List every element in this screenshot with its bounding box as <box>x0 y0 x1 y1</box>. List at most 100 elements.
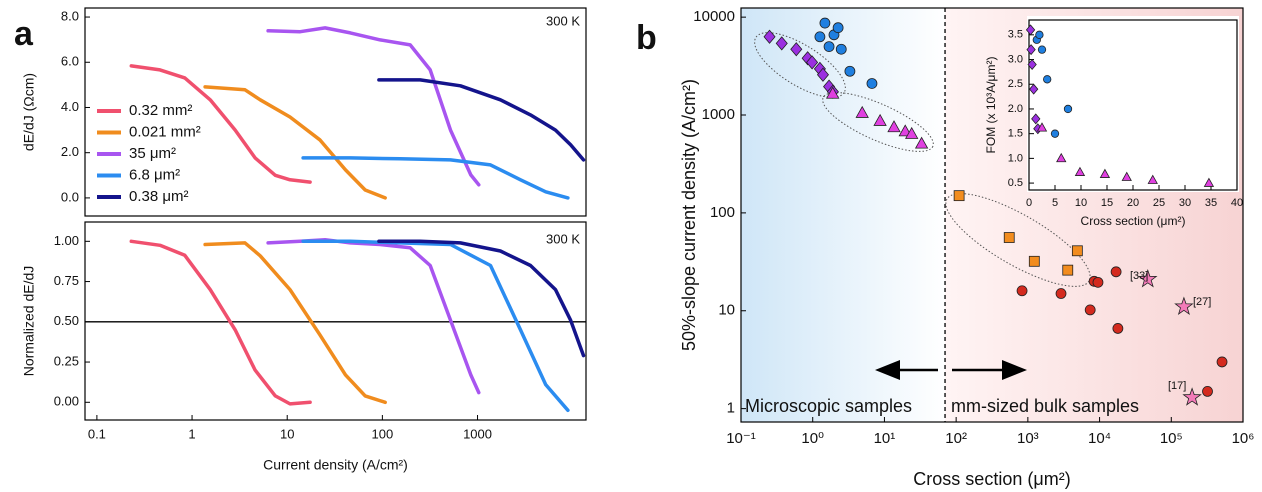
x-tick-label: 40 <box>1231 197 1243 209</box>
line-series <box>266 237 481 395</box>
y-tick-label: 1000 <box>702 106 735 123</box>
point <box>1182 387 1202 406</box>
x-tick-label: 10⁵ <box>1160 430 1183 447</box>
plot-frame <box>84 221 587 421</box>
y-tick-label: 1.5 <box>1008 128 1023 140</box>
point <box>1203 177 1215 187</box>
point <box>1084 304 1096 316</box>
point <box>1016 285 1028 297</box>
point <box>1029 83 1039 95</box>
plot-frame <box>740 7 1244 423</box>
line-series <box>129 64 312 184</box>
point <box>1138 268 1158 288</box>
y-tick-label: 10000 <box>693 8 735 25</box>
y-tick-label: 0.5 <box>1008 177 1023 189</box>
point <box>1071 245 1083 257</box>
line-series <box>377 239 586 358</box>
y-tick-label: 1 <box>727 400 735 417</box>
y-tick-label: 2.0 <box>61 144 79 159</box>
point <box>1110 266 1122 278</box>
x-tick-label: 30 <box>1179 197 1191 209</box>
legend-label: 6.8 μm² <box>129 166 180 183</box>
region-microscopic <box>741 8 946 422</box>
point <box>855 105 869 118</box>
annotation: 300 K <box>546 231 580 246</box>
point <box>873 113 887 126</box>
y-tick-label: 3.0 <box>1008 53 1023 65</box>
y-tick-label: 0.50 <box>54 313 79 328</box>
point <box>775 36 788 51</box>
point <box>953 190 965 202</box>
y-tick-label: 0.25 <box>54 353 79 368</box>
point <box>763 29 776 44</box>
annotation: Microscopic samples <box>745 396 912 416</box>
y-tick-label: 8.0 <box>61 8 79 23</box>
point <box>1092 276 1104 288</box>
point <box>806 55 819 70</box>
point <box>1063 104 1073 114</box>
point <box>1216 356 1228 368</box>
point <box>801 51 814 66</box>
annotation: [33] <box>1130 270 1148 282</box>
point <box>844 65 856 77</box>
point <box>1027 58 1037 70</box>
point <box>1037 45 1047 54</box>
x-tick-label: 10⁻¹ <box>726 430 756 447</box>
point <box>1026 44 1036 56</box>
point <box>1121 171 1132 181</box>
point <box>1112 323 1124 334</box>
point <box>823 41 835 53</box>
y-tick-label: 100 <box>710 204 735 221</box>
point <box>1003 232 1015 243</box>
line-series <box>129 239 312 406</box>
x-tick-label: 35 <box>1205 197 1217 209</box>
point <box>1025 24 1036 36</box>
point <box>1099 168 1111 178</box>
y-tick-label: 1.0 <box>1008 152 1023 164</box>
y-tick-label: 3.5 <box>1008 29 1023 41</box>
y-tick-label: 0.00 <box>54 394 79 409</box>
legend-label: 0.32 mm² <box>129 102 192 119</box>
x-tick-label: 10⁴ <box>1088 430 1111 447</box>
x-tick-label: 0 <box>1026 197 1032 209</box>
y-tick-label: 2.5 <box>1008 78 1023 90</box>
point <box>1050 129 1060 138</box>
point <box>887 120 901 133</box>
point <box>819 17 831 29</box>
point <box>866 78 878 89</box>
x-tick-label: 5 <box>1052 197 1058 209</box>
legend-label: 0.38 μm² <box>129 188 189 205</box>
x-tick-label: 25 <box>1153 197 1165 209</box>
point <box>1202 385 1213 397</box>
y-tick-label: 0.75 <box>54 273 79 288</box>
point <box>1028 255 1040 267</box>
point <box>1036 122 1048 132</box>
annotation: [27] <box>1193 296 1211 308</box>
x-tick-label: 10⁰ <box>801 430 824 447</box>
line-series <box>266 26 481 187</box>
inset-background <box>1027 16 1239 192</box>
point <box>905 126 919 139</box>
point <box>1056 152 1067 163</box>
point <box>1074 166 1086 176</box>
point <box>1174 296 1194 315</box>
line-series <box>301 239 570 413</box>
y-tick-label: 2.0 <box>1008 103 1023 115</box>
point <box>790 42 803 57</box>
annotation: 300 K <box>546 13 580 28</box>
x-tick-label: 10 <box>1075 197 1087 209</box>
plots: 0.0 2.0 4.0 6.0 8.0 0.32 mm² 0.021 mm² 35 μm² 6.… <box>14 7 1254 489</box>
point <box>914 136 929 149</box>
point <box>835 43 847 55</box>
y-axis-label: FOM (x 10³A/μm²) <box>984 57 998 154</box>
y-tick-label: 0.0 <box>61 189 79 204</box>
x-tick-label: 15 <box>1101 197 1113 209</box>
point <box>1031 113 1041 125</box>
point <box>1043 75 1052 84</box>
x-tick-label: 100 <box>372 426 394 441</box>
annotation: mm-sized bulk samples <box>951 396 1139 416</box>
x-tick-label: 10 <box>280 426 294 441</box>
panel-label: a <box>14 15 34 53</box>
legend-label: 0.021 mm² <box>129 123 201 140</box>
